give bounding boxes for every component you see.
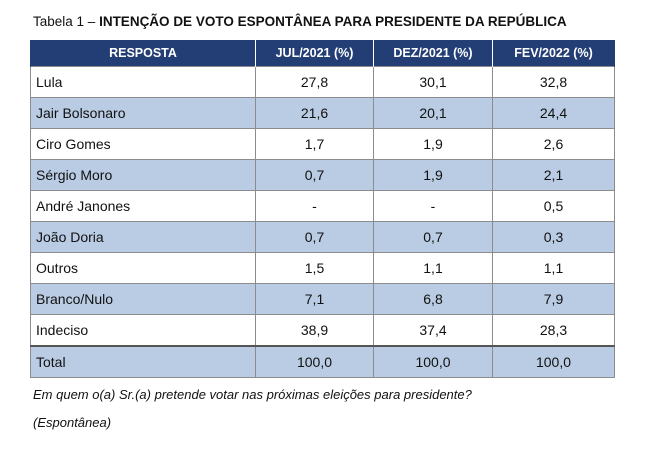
cell-value: 24,4	[492, 97, 615, 129]
total-row: Total 100,0 100,0 100,0	[30, 345, 615, 378]
table-row: Outros 1,5 1,1 1,1	[30, 252, 615, 284]
cell-value: -	[373, 190, 493, 222]
cell-value: 20,1	[373, 97, 493, 129]
vote-intention-table: RESPOSTA JUL/2021 (%) DEZ/2021 (%) FEV/2…	[30, 40, 615, 378]
caption-prefix: Tabela 1 –	[33, 14, 100, 29]
table-caption: Tabela 1 – INTENÇÃO DE VOTO ESPONTÂNEA P…	[33, 14, 567, 29]
row-label: Branco/Nulo	[30, 283, 256, 315]
cell-value: 0,7	[373, 221, 493, 253]
cell-value: 7,1	[255, 283, 374, 315]
row-label: João Doria	[30, 221, 256, 253]
cell-value: 0,3	[492, 221, 615, 253]
row-label: Jair Bolsonaro	[30, 97, 256, 129]
cell-value: 38,9	[255, 314, 374, 347]
header-row: RESPOSTA JUL/2021 (%) DEZ/2021 (%) FEV/2…	[30, 40, 615, 67]
row-label: André Janones	[30, 190, 256, 222]
cell-value: 6,8	[373, 283, 493, 315]
row-label: Indeciso	[30, 314, 256, 347]
row-label: Ciro Gomes	[30, 128, 256, 160]
cell-value: 30,1	[373, 66, 493, 98]
caption-title: INTENÇÃO DE VOTO ESPONTÂNEA PARA PRESIDE…	[99, 14, 567, 29]
cell-value: 7,9	[492, 283, 615, 315]
cell-value: 2,1	[492, 159, 615, 191]
total-label: Total	[30, 345, 256, 378]
cell-value: 2,6	[492, 128, 615, 160]
row-label: Sérgio Moro	[30, 159, 256, 191]
total-value: 100,0	[373, 345, 493, 378]
table-row: Indeciso 38,9 37,4 28,3	[30, 314, 615, 347]
cell-value: 1,1	[373, 252, 493, 284]
cell-value: 1,1	[492, 252, 615, 284]
table-row: João Doria 0,7 0,7 0,3	[30, 221, 615, 253]
row-label: Lula	[30, 66, 256, 98]
cell-value: 32,8	[492, 66, 615, 98]
header-resposta: RESPOSTA	[30, 40, 256, 67]
cell-value: 28,3	[492, 314, 615, 347]
cell-value: 1,5	[255, 252, 374, 284]
cell-value: 21,6	[255, 97, 374, 129]
table-row: Ciro Gomes 1,7 1,9 2,6	[30, 128, 615, 160]
cell-value: -	[255, 190, 374, 222]
table-row: Lula 27,8 30,1 32,8	[30, 66, 615, 98]
survey-type: (Espontânea)	[33, 415, 112, 430]
header-jul-2021: JUL/2021 (%)	[255, 40, 374, 67]
survey-question: Em quem o(a) Sr.(a) pretende votar nas p…	[33, 387, 472, 402]
table-row: Jair Bolsonaro 21,6 20,1 24,4	[30, 97, 615, 129]
total-value: 100,0	[255, 345, 374, 378]
header-fev-2022: FEV/2022 (%)	[492, 40, 615, 67]
header-dez-2021: DEZ/2021 (%)	[373, 40, 493, 67]
cell-value: 1,9	[373, 128, 493, 160]
table-row: Sérgio Moro 0,7 1,9 2,1	[30, 159, 615, 191]
total-value: 100,0	[492, 345, 615, 378]
cell-value: 27,8	[255, 66, 374, 98]
table-row: André Janones - - 0,5	[30, 190, 615, 222]
row-label: Outros	[30, 252, 256, 284]
cell-value: 1,9	[373, 159, 493, 191]
cell-value: 0,5	[492, 190, 615, 222]
table-row: Branco/Nulo 7,1 6,8 7,9	[30, 283, 615, 315]
cell-value: 0,7	[255, 221, 374, 253]
cell-value: 0,7	[255, 159, 374, 191]
cell-value: 1,7	[255, 128, 374, 160]
cell-value: 37,4	[373, 314, 493, 347]
